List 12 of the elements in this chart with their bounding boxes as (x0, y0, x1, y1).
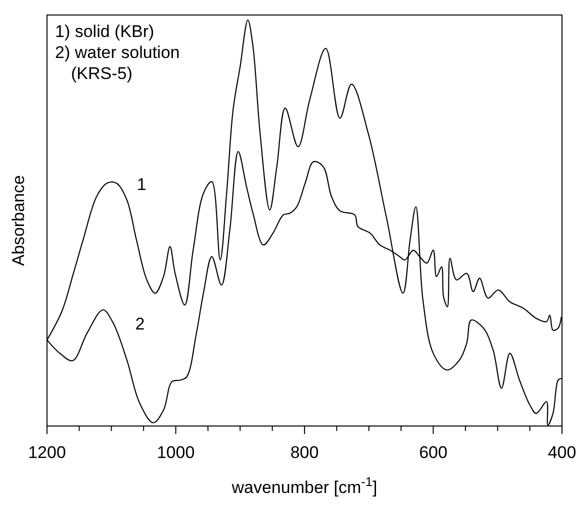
series-label: 2 (135, 314, 145, 334)
x-axis-title: wavenumber [cm$^{-1}$] (230, 474, 378, 497)
x-tick-label: 600 (419, 443, 448, 462)
x-tick-label: 800 (290, 443, 319, 462)
x-tick-label: 1000 (156, 443, 195, 462)
annotation: 2) water solution (55, 43, 180, 62)
series-label: 1 (136, 174, 146, 194)
x-tick-label: 1200 (28, 443, 66, 462)
annotation: (KRS-5) (71, 64, 132, 83)
annotation: 1) solid (KBr) (55, 22, 154, 41)
y-axis-title: Absorbance (9, 175, 28, 266)
x-tick-label: 400 (548, 443, 576, 462)
